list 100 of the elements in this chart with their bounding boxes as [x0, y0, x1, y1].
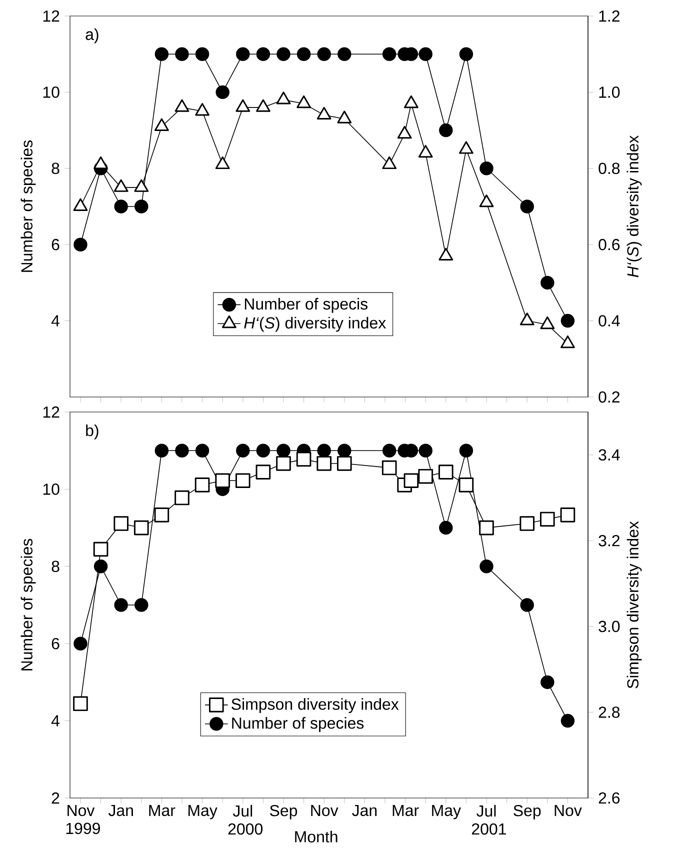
point [316, 456, 332, 471]
point [382, 156, 397, 170]
x-tick-label: Nov [554, 804, 582, 816]
point [337, 110, 352, 124]
point [276, 47, 290, 61]
point [404, 473, 419, 488]
y2-tick-label: 3.0 [598, 620, 620, 632]
y2-tick-label: 1.2 [599, 10, 620, 22]
point [174, 490, 190, 506]
point [540, 276, 554, 290]
point [195, 103, 210, 116]
point [236, 444, 250, 458]
y-tick-label: 4 [51, 315, 60, 326]
y2-tick-label: 0.6 [598, 238, 620, 250]
point [296, 47, 311, 61]
point [114, 598, 128, 612]
point [459, 444, 474, 458]
point [73, 696, 88, 712]
y-tick-label: 6 [52, 638, 60, 650]
point [236, 47, 250, 61]
point [338, 444, 352, 458]
point [195, 444, 210, 458]
point [296, 452, 312, 467]
point [175, 444, 189, 458]
point [194, 478, 210, 492]
point [520, 516, 535, 531]
y2-tick-label: 2.6 [598, 792, 620, 804]
point [134, 200, 148, 214]
point [540, 675, 554, 690]
y2-tick-label: 3.4 [598, 449, 620, 461]
point [540, 512, 555, 527]
point [540, 316, 555, 330]
point [154, 444, 169, 458]
point [174, 99, 190, 112]
point [458, 478, 474, 492]
point [114, 516, 128, 531]
x-tick-label: May [188, 804, 218, 820]
x-tick-label: Mar [392, 804, 419, 816]
point [317, 444, 331, 458]
point [520, 200, 534, 214]
point [154, 508, 170, 522]
point [74, 636, 88, 650]
x-tick-label: May [432, 804, 461, 820]
point [382, 47, 396, 61]
annotation: b) [86, 424, 98, 440]
point [256, 47, 270, 61]
point [195, 47, 210, 61]
point [256, 444, 270, 458]
point [479, 194, 494, 208]
point [418, 444, 432, 458]
y2-tick-label: 0.2 [598, 391, 620, 403]
x-tick-label: Mar [149, 804, 176, 816]
point [397, 126, 412, 139]
point [317, 47, 331, 61]
point [114, 179, 128, 192]
legend-label: Number of species [232, 717, 364, 732]
annotation: a) [86, 28, 98, 44]
point [134, 520, 149, 536]
point [560, 314, 575, 328]
legend-label: Simpson diversity index [232, 698, 399, 714]
point [438, 464, 454, 480]
y-tick-label: 2 [52, 792, 60, 804]
point [439, 123, 453, 138]
point [276, 92, 291, 104]
y-tick-label: 4 [51, 715, 60, 726]
y-tick-label: 8 [52, 560, 60, 572]
point [439, 520, 453, 535]
point [93, 542, 108, 557]
point [175, 47, 189, 61]
point [256, 464, 271, 480]
point [418, 468, 433, 484]
point [73, 198, 88, 211]
y2-tick-label: 0.4 [598, 315, 620, 326]
y2-tick-label: 0.8 [598, 162, 620, 174]
point [480, 162, 494, 176]
x-tick-label: Jul 2000 [228, 804, 263, 835]
y-axis-title: Number of species [20, 140, 36, 272]
point [382, 444, 396, 458]
point [114, 200, 128, 214]
point [418, 47, 432, 61]
point [256, 99, 270, 112]
y-tick-label: 10 [43, 484, 60, 495]
x-tick-label: Jan [108, 804, 133, 816]
point [382, 460, 397, 476]
point [479, 520, 494, 536]
point [154, 47, 169, 61]
y-tick-label: 6 [52, 238, 60, 250]
point [520, 312, 534, 326]
point [458, 141, 474, 154]
y2-tick-label: 3.2 [598, 535, 620, 546]
point [74, 238, 88, 252]
y-tick-label: 10 [43, 86, 60, 98]
point [215, 156, 230, 170]
x-tick-label: Nov [311, 804, 338, 816]
y2-axis-title: Simpson diversity index [626, 521, 642, 688]
point [560, 335, 575, 348]
x-tick-label: Nov 1999 [66, 804, 100, 834]
point [134, 598, 148, 612]
point [459, 47, 474, 61]
y2-tick-label: 1.0 [599, 86, 620, 98]
